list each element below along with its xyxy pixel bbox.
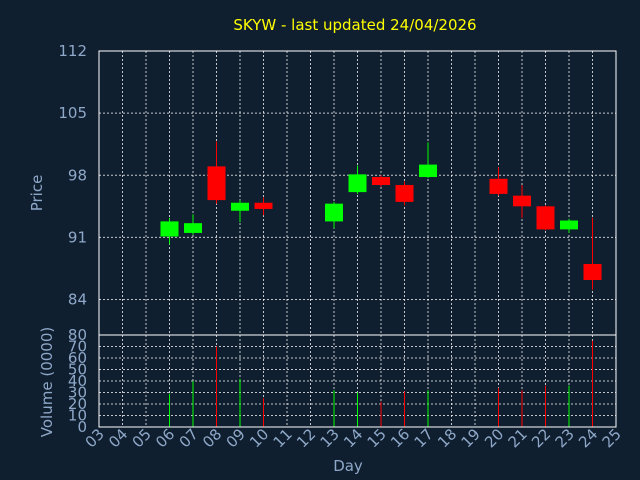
candle-body	[536, 206, 555, 230]
volume-tick-label: 10	[68, 407, 87, 425]
x-tick-label: 14	[340, 425, 366, 451]
x-tick-label: 15	[364, 425, 390, 451]
x-tick-label: 22	[528, 425, 554, 451]
price-tick-label: 80	[68, 326, 87, 344]
volume-axis-label: Volume (0000)	[38, 327, 56, 437]
candle-body	[348, 174, 367, 193]
candle-body	[254, 202, 273, 209]
candle-body	[325, 203, 343, 222]
volume-plot-frame	[98, 334, 617, 428]
price-tick-label: 105	[58, 104, 87, 122]
x-tick-label: 13	[317, 425, 343, 451]
x-tick-label: 12	[293, 425, 319, 451]
candle-body	[583, 264, 602, 280]
x-tick-label: 25	[599, 425, 625, 451]
axis-labels: 0304050607080910111213141516171819202122…	[58, 42, 624, 451]
price-tick-label: 112	[58, 42, 87, 60]
price-tick-label: 98	[68, 166, 87, 184]
volume-tick-label: 50	[68, 361, 87, 379]
x-tick-label: 20	[481, 425, 507, 451]
volume-tick-label: 30	[68, 384, 87, 402]
volume-tick-label: 0	[77, 418, 87, 436]
candle-body	[160, 221, 179, 237]
volume-tick-label: 40	[68, 372, 87, 390]
candle-body	[184, 223, 202, 233]
x-tick-label: 08	[199, 425, 225, 451]
x-tick-label: 09	[223, 425, 249, 451]
x-tick-label: 05	[129, 425, 155, 451]
x-tick-label: 18	[434, 425, 460, 451]
volume-tick-label: 20	[68, 395, 87, 413]
candle-body	[419, 164, 437, 178]
candle-body	[513, 195, 531, 207]
price-tick-label: 84	[68, 291, 87, 309]
candle-body	[372, 177, 390, 186]
x-tick-label: 23	[552, 425, 578, 451]
x-axis-label: Day	[333, 457, 363, 475]
volume-tick-label: 60	[68, 349, 87, 367]
x-tick-label: 04	[105, 425, 131, 451]
x-tick-label: 24	[575, 425, 601, 451]
price-axis-label: Price	[28, 175, 46, 212]
price-tick-label: 91	[68, 228, 87, 246]
volume-tick-label: 70	[68, 338, 87, 356]
x-tick-label: 07	[176, 425, 202, 451]
chart-title: SKYW - last updated 24/04/2026	[233, 16, 476, 34]
candle-body	[395, 185, 414, 202]
candles	[160, 141, 602, 290]
candle-body	[207, 166, 226, 201]
x-tick-label: 19	[458, 425, 484, 451]
x-tick-label: 21	[505, 425, 531, 451]
x-tick-label: 17	[411, 425, 437, 451]
candle-body	[489, 178, 508, 194]
x-tick-label: 06	[152, 425, 178, 451]
grid	[98, 50, 617, 428]
volume-bars	[169, 340, 593, 427]
x-tick-label: 16	[387, 425, 413, 451]
candle-body	[231, 202, 249, 211]
x-tick-label: 11	[270, 425, 296, 451]
x-tick-label: 10	[246, 425, 272, 451]
candle-body	[560, 220, 578, 230]
